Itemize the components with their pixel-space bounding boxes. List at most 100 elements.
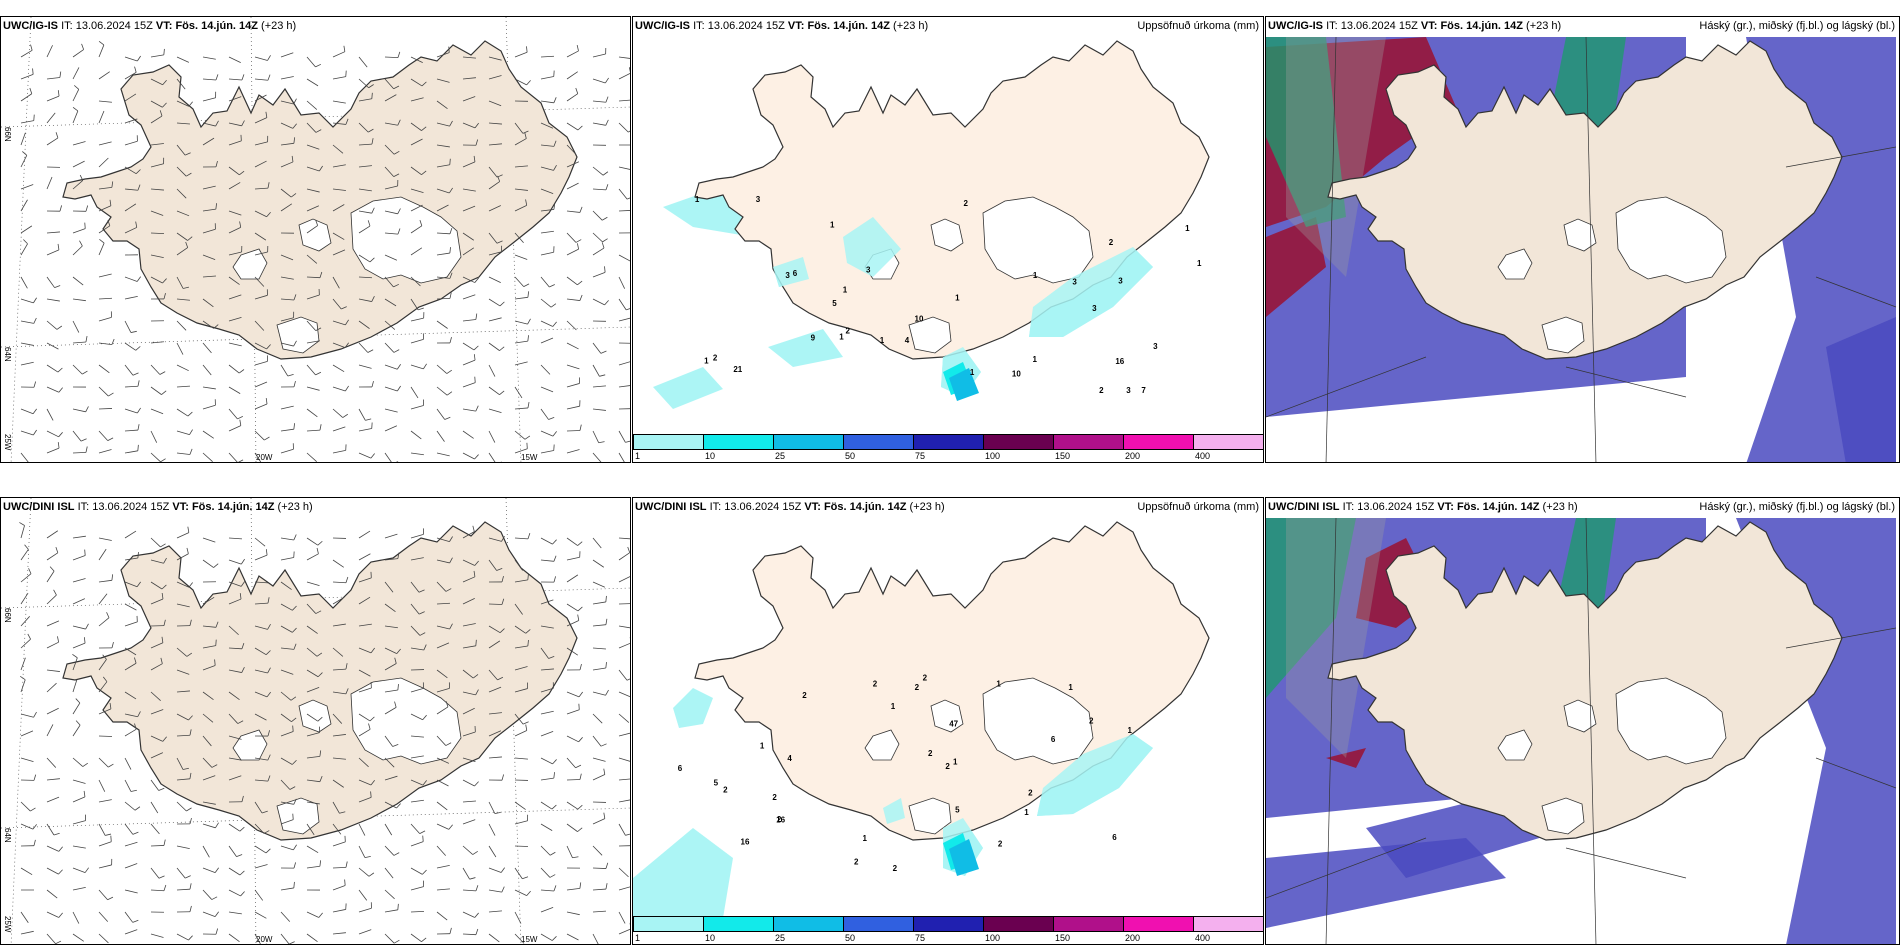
wind-barb-feather bbox=[214, 659, 216, 666]
glacier-outline bbox=[276, 797, 320, 835]
wind-barb bbox=[488, 801, 496, 814]
wind-barb-feather bbox=[445, 588, 452, 592]
wind-barb bbox=[202, 645, 216, 649]
wind-barb bbox=[254, 141, 268, 146]
wind-barb bbox=[384, 889, 395, 900]
wind-barb bbox=[254, 581, 268, 584]
wind-barb bbox=[358, 342, 369, 353]
wind-barb-feather bbox=[189, 905, 192, 912]
wind-barb bbox=[566, 122, 579, 131]
wind-barb bbox=[202, 713, 214, 723]
wind-barb-feather bbox=[137, 184, 141, 191]
wind-barb-feather bbox=[449, 623, 453, 630]
wind-barb bbox=[592, 774, 605, 781]
wind-barb bbox=[618, 122, 629, 133]
wind-barb bbox=[436, 276, 450, 279]
wind-barb bbox=[228, 889, 241, 897]
wind-barb bbox=[150, 779, 160, 791]
wind-barb-feather bbox=[33, 839, 36, 846]
wind-barb-feather bbox=[265, 111, 268, 118]
wind-barb-feather bbox=[162, 278, 167, 284]
wind-barb-feather bbox=[473, 570, 476, 577]
wind-barb-feather bbox=[527, 318, 531, 325]
wind-barb-feather bbox=[449, 228, 453, 234]
wind-barb-feather bbox=[265, 549, 268, 556]
wind-barb-feather bbox=[109, 702, 112, 709]
wind-barb-feather bbox=[266, 344, 271, 350]
wind-barb bbox=[176, 122, 190, 125]
wind-barb-feather bbox=[55, 132, 59, 139]
wind-barb bbox=[20, 730, 34, 737]
wind-barb bbox=[150, 933, 164, 938]
wind-barb-feather bbox=[577, 541, 583, 546]
wind-barb bbox=[228, 56, 241, 63]
wind-barb-feather bbox=[57, 90, 60, 97]
wind-barb-feather bbox=[215, 74, 219, 81]
wind-barb-feather bbox=[371, 92, 373, 99]
colorbar-label: 10 bbox=[705, 933, 716, 943]
wind-barb-feather bbox=[185, 241, 189, 248]
wind-barb bbox=[280, 647, 294, 650]
wind-barb bbox=[358, 188, 372, 192]
wind-barb bbox=[540, 625, 554, 629]
wind-barb bbox=[332, 449, 346, 454]
wind-barb bbox=[98, 889, 108, 901]
wind-barb bbox=[436, 452, 450, 457]
wind-barb bbox=[358, 428, 372, 432]
wind-barb bbox=[124, 342, 136, 351]
wind-barb bbox=[332, 122, 346, 125]
wind-barb bbox=[254, 187, 268, 190]
wind-barb bbox=[618, 732, 630, 737]
wind-barb bbox=[358, 408, 366, 421]
wind-barb-feather bbox=[397, 903, 399, 910]
wind-barb bbox=[514, 165, 528, 168]
wind-barb bbox=[384, 801, 397, 809]
wind-barb bbox=[280, 581, 292, 590]
wind-barb bbox=[358, 210, 372, 214]
colorbar-label: 1 bbox=[635, 933, 641, 943]
precip-title: Uppsöfnuð úrkoma (mm) bbox=[1137, 501, 1259, 513]
wind-barb-feather bbox=[28, 568, 32, 574]
wind-barb-feather bbox=[85, 406, 89, 413]
wind-barb-feather bbox=[241, 642, 245, 649]
wind-barb bbox=[358, 728, 371, 737]
precip-area bbox=[673, 688, 713, 728]
wind-barb bbox=[514, 666, 528, 671]
precip-value-label: 2 bbox=[873, 679, 878, 688]
wind-barb-feather bbox=[449, 557, 453, 564]
wind-barb-feather bbox=[499, 628, 505, 634]
wind-barb-feather bbox=[24, 544, 29, 550]
wind-barb bbox=[410, 56, 423, 63]
wind-barb bbox=[514, 138, 527, 146]
wind-barb bbox=[98, 449, 112, 454]
wind-barb bbox=[436, 164, 450, 168]
wind-barb-feather bbox=[137, 424, 140, 431]
wind-barb bbox=[384, 845, 395, 856]
wind-barb bbox=[462, 911, 475, 918]
wind-barb bbox=[280, 557, 294, 561]
wind-barb bbox=[410, 886, 424, 891]
wind-barb bbox=[124, 841, 138, 847]
wind-barb-feather bbox=[345, 861, 348, 868]
colorbar-swatch bbox=[983, 434, 1054, 450]
colorbar-swatch bbox=[703, 916, 774, 932]
wind-barb bbox=[514, 713, 524, 725]
wind-barb bbox=[20, 592, 29, 605]
wind-barb bbox=[332, 668, 346, 671]
wind-barb-feather bbox=[473, 354, 476, 361]
wind-barb bbox=[332, 51, 346, 58]
wind-barb bbox=[488, 298, 501, 307]
high-cloud-layer bbox=[1286, 518, 1386, 758]
wind-barb-feather bbox=[162, 102, 167, 108]
wind-barb bbox=[540, 386, 554, 393]
colorbar-swatch bbox=[843, 434, 914, 450]
precip-value-label: 2 bbox=[1028, 789, 1033, 798]
wind-barb bbox=[306, 779, 320, 783]
wind-barb bbox=[150, 581, 163, 590]
wind-barb-feather bbox=[395, 461, 399, 462]
wind-barb bbox=[202, 320, 214, 329]
colorbar-label: 400 bbox=[1195, 451, 1211, 461]
wind-barb bbox=[592, 364, 600, 377]
wind-barb bbox=[228, 775, 242, 781]
wind-barb-feather bbox=[422, 714, 427, 720]
